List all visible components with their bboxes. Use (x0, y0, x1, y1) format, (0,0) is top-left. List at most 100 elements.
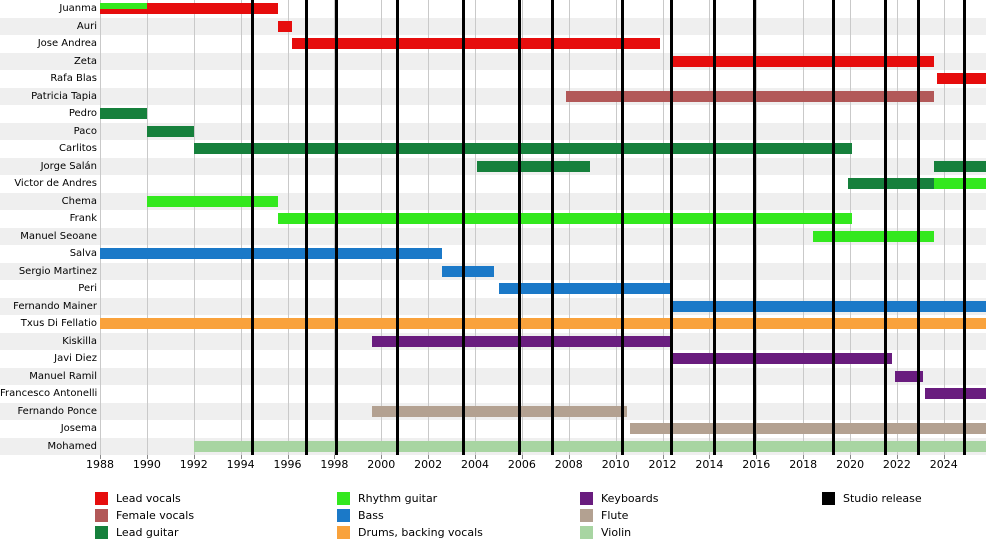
year-label: 2018 (789, 458, 818, 471)
axis-tick (287, 455, 289, 459)
timeline-bar-lead_vocals (278, 20, 293, 32)
member-label: Salva (69, 248, 97, 259)
row-stripe (0, 385, 986, 403)
legend-item-flute: Flute (580, 509, 658, 522)
year-label: 2022 (882, 458, 911, 471)
member-label: Zeta (73, 55, 97, 67)
legend-label: Keyboards (601, 492, 659, 505)
timeline-bar-keyboards (371, 335, 672, 347)
member-label: Jorge Salán (40, 160, 97, 172)
studio-release-line (396, 0, 400, 455)
timeline-bar-lead_vocals (936, 73, 986, 85)
member-label: Kiskilla (62, 335, 97, 347)
rhythm_guitar-color-chip (337, 492, 350, 505)
axis-tick (803, 455, 805, 459)
grid-line (475, 0, 476, 455)
studio-release-line (752, 0, 756, 455)
timeline-bar-flute (371, 405, 628, 417)
year-label: 2008 (554, 458, 583, 471)
grid-line (287, 0, 289, 455)
axis-tick (709, 455, 711, 459)
studio_release-color-chip (822, 492, 835, 505)
axis-tick (240, 455, 242, 459)
grid-line (240, 0, 242, 455)
studio-release-line (550, 0, 554, 455)
legend-label: Drums, backing vocals (358, 526, 483, 539)
member-label: Francesco Antonelli (0, 388, 98, 399)
timeline-bar-female_vocals (566, 90, 935, 102)
legend-label: Rhythm guitar (358, 492, 438, 505)
axis-tick (334, 455, 336, 459)
axis-tick (662, 455, 664, 459)
legend-label: Bass (358, 509, 384, 522)
timeline-bar-rhythm_guitar (100, 3, 147, 9)
timeline-bar-bass (100, 248, 443, 260)
legend-column: Rhythm guitar Bass Drums, backing vocals (337, 492, 483, 539)
grid-line (100, 0, 101, 455)
studio-release-line (712, 0, 716, 455)
legend-column: Studio release (822, 492, 922, 505)
timeline-bar-flute (629, 423, 986, 435)
legend-item-studio_release: Studio release (822, 492, 922, 505)
legend-label: Lead vocals (116, 492, 181, 505)
timeline-bar-rhythm_guitar (934, 178, 986, 190)
member-label: Javi Diez (54, 353, 97, 364)
legend-label: Lead guitar (116, 526, 179, 539)
legend-item-lead_guitar: Lead guitar (95, 526, 194, 539)
member-label: Victor de Andres (14, 178, 97, 189)
member-label: Peri (78, 283, 97, 294)
axis-tick (615, 455, 617, 459)
year-label: 2004 (461, 458, 489, 471)
row-stripe (0, 280, 986, 298)
keyboards-color-chip (580, 492, 593, 505)
year-label: 1990 (132, 458, 161, 471)
grid-line (334, 0, 336, 455)
bass-color-chip (337, 509, 350, 522)
timeline-bar-violin (193, 440, 986, 452)
year-label: 2002 (414, 458, 443, 471)
timeline-bar-lead_guitar (100, 108, 147, 120)
timeline-bar-lead_guitar (146, 125, 194, 137)
grid-line (896, 0, 898, 455)
studio-release-line (916, 0, 920, 455)
member-label: Manuel Seoane (20, 230, 97, 242)
timeline-bar-drums (100, 318, 986, 330)
axis-tick (756, 455, 758, 459)
timeline-bar-rhythm_guitar (278, 213, 853, 225)
member-label: Frank (69, 213, 97, 224)
member-label: Jose Andrea (37, 38, 97, 49)
grid-line (662, 0, 664, 455)
timeline-bar-lead_guitar (477, 160, 590, 172)
member-label: Mohamed (47, 440, 97, 452)
member-label: Josema (60, 423, 97, 434)
axis-tick (475, 455, 476, 459)
flute-color-chip (580, 509, 593, 522)
axis-tick (428, 455, 430, 459)
studio-release-line (335, 0, 339, 455)
axis-tick (521, 455, 523, 459)
member-label: Paco (73, 125, 97, 137)
year-label: 2006 (507, 458, 536, 471)
year-label: 1988 (86, 458, 114, 471)
timeline-bar-keyboards (894, 370, 923, 382)
grid-line (709, 0, 711, 455)
studio-release-line (461, 0, 465, 455)
timeline-bar-bass (442, 265, 494, 277)
timeline-bar-lead_vocals (671, 55, 935, 67)
axis-tick (146, 455, 148, 459)
legend-label: Female vocals (116, 509, 195, 522)
violin-color-chip (580, 526, 593, 539)
member-label: Rafa Blas (50, 73, 97, 84)
year-label: 2016 (742, 458, 771, 471)
year-label: 2010 (601, 458, 630, 471)
member-label: Juanma (59, 3, 97, 14)
axis-tick (193, 455, 195, 459)
legend-column: Keyboards Flute Violin (580, 492, 658, 539)
grid-line (193, 0, 195, 455)
axis-tick (896, 455, 898, 459)
year-label: 2012 (648, 458, 677, 471)
studio-release-line (670, 0, 674, 455)
axis-tick (850, 455, 852, 459)
studio-release-line (250, 0, 254, 455)
